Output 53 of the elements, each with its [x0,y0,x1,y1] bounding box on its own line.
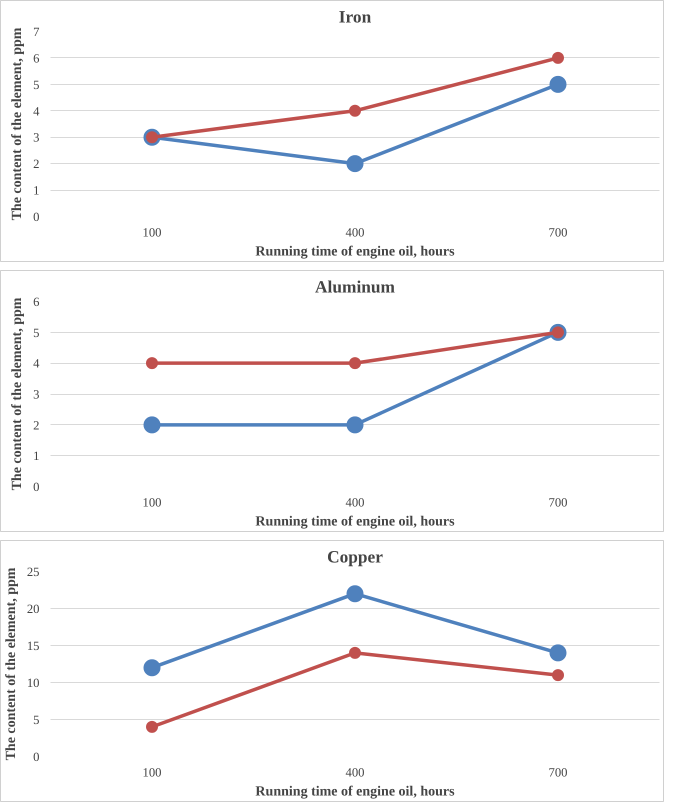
chart-title: Copper [327,548,384,566]
x-tick-label: 100 [142,766,162,780]
point [349,357,361,370]
x-tick-label: 400 [346,496,364,510]
y-axis-title: The content of the element, ppm [10,27,26,220]
y-tick-label: 5 [33,713,40,727]
x-tick-label: 100 [142,496,162,510]
x-tick-label: 100 [142,226,162,240]
point [550,644,566,662]
y-tick-label: 5 [33,326,40,340]
y-tick-label: 3 [33,130,40,145]
x-tick-label: 700 [548,766,568,780]
x-tick-label: 400 [346,766,364,780]
point [346,155,364,172]
chart-title: Iron [338,8,372,26]
y-tick-label: 5 [33,78,40,92]
point [346,585,364,602]
y-tick-label: 20 [26,602,40,616]
x-axis-title: Running time of engine oil, hours [255,514,456,530]
y-tick-label: 25 [26,565,40,579]
y-tick-label: 1 [33,184,40,198]
y-tick-label: 0 [33,750,40,764]
y-tick-label: 4 [33,356,40,371]
point [146,357,158,370]
y-tick-label: 6 [33,51,40,66]
point [146,720,158,733]
y-tick-label: 3 [33,388,40,402]
point [144,659,160,676]
x-axis-title: Running time of engine oil, hours [255,244,456,260]
y-tick-label: 6 [33,295,40,309]
point [349,646,361,659]
y-tick-label: 15 [26,639,40,653]
y-tick-label: 1 [33,449,40,464]
x-tick-label: 700 [548,226,568,240]
point [552,669,564,682]
chart-title: Aluminum [315,278,396,296]
y-axis-title: The content of the element, ppm [4,567,19,760]
y-tick-label: 0 [33,210,40,224]
x-axis-title: Running time of engine oil, hours [255,784,456,800]
y-tick-label: 2 [33,418,40,432]
point [552,52,564,64]
y-tick-label: 2 [33,157,40,172]
x-tick-label: 700 [548,496,568,510]
y-tick-label: 0 [33,480,40,494]
y-tick-label: 4 [33,104,40,118]
x-tick-label: 400 [346,226,364,240]
y-axis-title: The content of the element, ppm [10,297,26,490]
y-tick-label: 10 [26,676,40,690]
point [144,416,160,434]
point [550,76,566,93]
point [346,416,364,434]
point [349,104,361,117]
y-tick-label: 7 [33,25,40,39]
